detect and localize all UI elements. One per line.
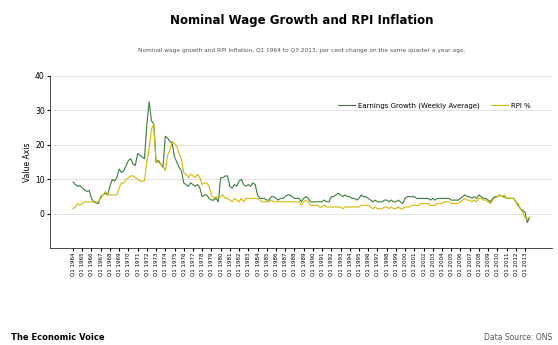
RPI % (494, 195, 501, 199)
Earnings Growth (Weekly Average) (70, 180, 76, 184)
RPI % (235, 200, 242, 204)
Earnings Growth (Weekly Average) (526, 215, 533, 219)
Text: The Economic Voice: The Economic Voice (11, 333, 105, 342)
Line: RPI %: RPI % (73, 124, 530, 219)
RPI % (512, 200, 519, 204)
RPI % (524, 217, 531, 221)
RPI % (70, 207, 76, 211)
Earnings Growth (Weekly Average) (512, 200, 519, 204)
Text: Nominal Wage Growth and RPI Inflation: Nominal Wage Growth and RPI Inflation (170, 14, 433, 27)
Earnings Growth (Weekly Average) (277, 196, 284, 200)
RPI % (526, 215, 533, 219)
Legend: Earnings Growth (Weekly Average), RPI %: Earnings Growth (Weekly Average), RPI % (335, 100, 534, 112)
RPI % (466, 198, 473, 202)
Earnings Growth (Weekly Average) (146, 100, 152, 104)
Earnings Growth (Weekly Average) (235, 179, 242, 183)
Earnings Growth (Weekly Average) (524, 220, 531, 225)
Text: Data Source: ONS: Data Source: ONS (484, 333, 552, 342)
Text: Nominal wage growth and RPI Inflation, Q1 1964 to Q3 2013, per cent change on th: Nominal wage growth and RPI Inflation, Q… (138, 48, 465, 53)
RPI % (151, 122, 157, 126)
Earnings Growth (Weekly Average) (494, 195, 501, 199)
RPI % (277, 200, 284, 204)
Earnings Growth (Weekly Average) (466, 195, 473, 199)
Line: Earnings Growth (Weekly Average): Earnings Growth (Weekly Average) (73, 102, 530, 223)
Y-axis label: Value Axis: Value Axis (23, 142, 32, 182)
Earnings Growth (Weekly Average) (305, 196, 311, 200)
RPI % (305, 200, 311, 204)
